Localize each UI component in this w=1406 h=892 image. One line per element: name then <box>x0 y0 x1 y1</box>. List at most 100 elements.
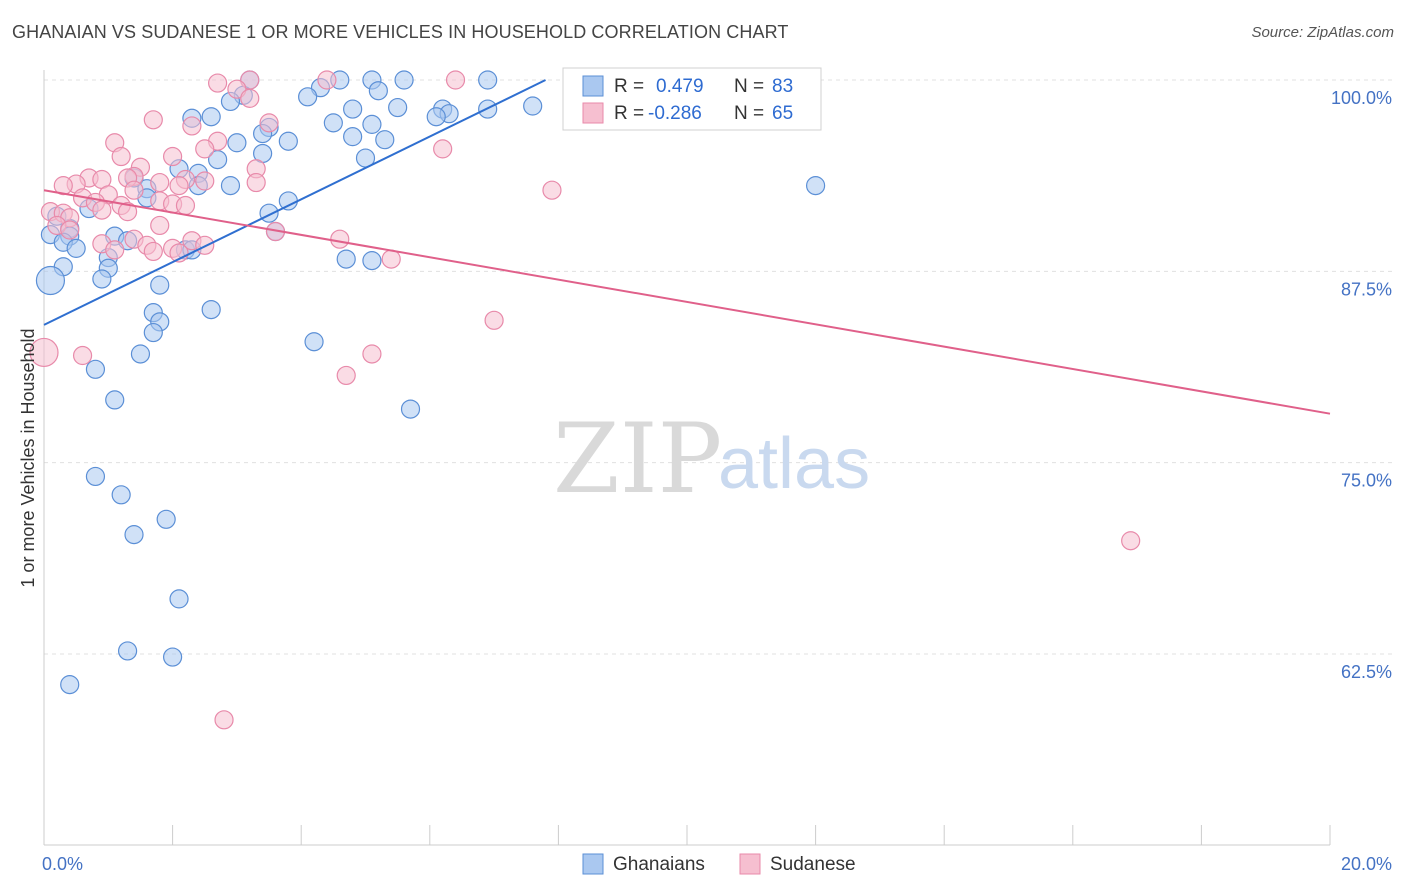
point-sudanese-62 <box>1121 531 1141 551</box>
watermark-zip: ZIP <box>553 403 722 515</box>
legend-r-label-2: R = <box>614 103 644 124</box>
point-ghanaians-19 <box>323 113 343 133</box>
trend-line-sudanese <box>43 189 1331 415</box>
point-ghanaians-74 <box>117 641 138 661</box>
stats-legend: R = 0.479 N = 83 R = -0.286 N = 65 <box>562 67 822 131</box>
point-ghanaians-70 <box>111 485 131 505</box>
trend-lines <box>43 79 1331 415</box>
legend-n-value-2: 65 <box>772 103 793 124</box>
point-sudanese-3 <box>208 73 228 93</box>
point-ghanaians-14 <box>523 96 543 116</box>
point-ghanaians-68 <box>400 399 421 419</box>
point-ghanaians-63 <box>143 322 163 343</box>
point-ghanaians-3 <box>394 70 414 90</box>
chart-title: GHANAIAN VS SUDANESE 1 OR MORE VEHICLES … <box>12 22 789 42</box>
point-ghanaians-58 <box>35 265 66 296</box>
bottom-legend-swatch-sudanese <box>739 853 761 875</box>
point-sudanese-27 <box>53 176 73 196</box>
y-tick-label-0: 62.5% <box>1341 662 1392 682</box>
legend-box <box>562 67 822 131</box>
series-legend: Ghanaians Sudanese <box>582 853 856 875</box>
point-ghanaians-23 <box>343 127 363 147</box>
point-sudanese-13 <box>111 146 131 167</box>
x-tick-label-0: 0.0% <box>42 854 83 874</box>
point-ghanaians-6 <box>368 81 388 101</box>
point-sudanese-29 <box>542 180 562 200</box>
legend-swatch-ghanaians <box>582 75 604 97</box>
point-ghanaians-72 <box>124 525 144 545</box>
y-tick-label-2: 87.5% <box>1341 279 1392 299</box>
point-sudanese-58 <box>72 345 93 366</box>
point-sudanese-53 <box>105 240 125 260</box>
point-sudanese-11 <box>433 139 453 159</box>
point-sudanese-56 <box>381 249 401 269</box>
point-sudanese-6 <box>143 110 163 130</box>
point-ghanaians-53 <box>336 249 356 269</box>
x-tick-label-1: 20.0% <box>1341 854 1392 874</box>
y-tick-labels: 62.5% 75.0% 87.5% 100.0% <box>1331 88 1392 682</box>
point-sudanese-22 <box>195 171 215 191</box>
point-sudanese-24 <box>150 172 170 193</box>
point-ghanaians-16 <box>426 107 446 127</box>
point-ghanaians-10 <box>388 97 408 118</box>
bottom-legend-swatch-ghanaians <box>582 853 604 875</box>
point-ghanaians-25 <box>278 131 298 151</box>
point-sudanese-61 <box>29 337 59 368</box>
bottom-legend-ghanaians: Ghanaians <box>613 854 705 875</box>
point-ghanaians-38 <box>278 191 298 211</box>
bottom-legend-sudanese: Sudanese <box>770 854 856 875</box>
watermark: ZIP atlas <box>553 403 870 515</box>
point-sudanese-26 <box>169 176 189 196</box>
legend-r-value-1: 0.479 <box>656 76 704 97</box>
y-tick-label-1: 75.0% <box>1341 471 1392 491</box>
point-sudanese-60 <box>336 365 356 386</box>
gridlines <box>44 79 1392 655</box>
point-ghanaians-35 <box>805 176 826 196</box>
point-sudanese-36 <box>175 195 196 216</box>
point-sudanese-2 <box>445 70 466 90</box>
point-sudanese-23 <box>246 172 266 193</box>
point-sudanese-57 <box>484 310 504 330</box>
point-ghanaians-40 <box>259 203 279 223</box>
point-sudanese-44 <box>60 220 80 240</box>
watermark-atlas: atlas <box>718 424 870 504</box>
point-ghanaians-11 <box>343 99 363 119</box>
point-sudanese-46 <box>330 229 350 249</box>
point-ghanaians-76 <box>60 675 80 695</box>
legend-n-value-1: 83 <box>772 76 793 97</box>
point-ghanaians-24 <box>375 130 395 150</box>
point-ghanaians-69 <box>85 466 106 487</box>
x-axis-ticks <box>43 825 1331 845</box>
point-ghanaians-73 <box>169 589 189 609</box>
point-sudanese-37 <box>92 200 112 220</box>
point-sudanese-38 <box>117 202 138 222</box>
point-ghanaians-64 <box>304 332 324 352</box>
point-ghanaians-54 <box>362 251 382 271</box>
point-ghanaians-8 <box>298 87 318 107</box>
point-ghanaians-49 <box>66 238 86 258</box>
point-ghanaians-4 <box>478 70 498 90</box>
point-ghanaians-75 <box>163 647 183 667</box>
y-axis-label: 1 or more Vehicles in Household <box>18 328 38 587</box>
legend-r-label-1: R = <box>614 76 644 97</box>
point-sudanese-8 <box>182 116 202 136</box>
point-sudanese-63 <box>214 710 234 730</box>
point-sudanese-12 <box>195 139 215 159</box>
point-sudanese-14 <box>163 146 183 167</box>
point-ghanaians-66 <box>85 359 106 379</box>
point-ghanaians-26 <box>227 133 247 153</box>
point-ghanaians-59 <box>150 275 170 295</box>
trend-line-ghanaians <box>43 79 546 326</box>
point-sudanese-1 <box>317 70 337 90</box>
legend-n-label-1: N = <box>734 76 764 97</box>
point-ghanaians-67 <box>105 390 125 410</box>
point-ghanaians-57 <box>92 269 112 289</box>
point-sudanese-5 <box>240 88 260 108</box>
point-sudanese-59 <box>362 344 382 364</box>
point-ghanaians-34 <box>220 176 241 196</box>
point-ghanaians-20 <box>362 114 382 134</box>
point-sudanese-43 <box>150 215 170 236</box>
point-ghanaians-71 <box>156 509 176 529</box>
legend-n-label-2: N = <box>734 103 764 124</box>
